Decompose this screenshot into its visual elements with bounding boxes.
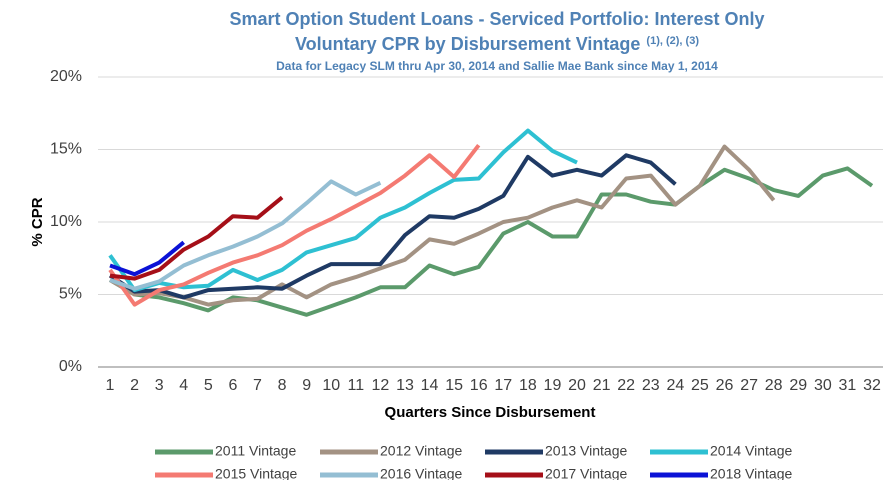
x-tick-label: 7 [253,377,262,394]
x-tick-label: 9 [302,377,311,394]
x-tick-label: 11 [348,377,365,394]
x-tick-label: 2 [130,377,139,394]
series-line [108,153,677,300]
x-tick-label: 15 [445,377,463,394]
title-line2: Voluntary CPR by Disbursement Vintage [295,34,640,54]
series-line [108,166,874,317]
y-tick-label: 5% [59,286,82,303]
x-tick-label: 17 [494,377,512,394]
x-tick-label: 30 [814,377,832,394]
series-line [109,195,284,281]
legend-label: 2012 Vintage [380,443,462,459]
x-tick-label: 16 [470,377,488,394]
x-tick-label: 32 [863,377,881,394]
title-superscript: (1), (2), (3) [646,35,699,47]
x-tick-label: 28 [765,377,783,394]
y-tick-label: 0% [59,358,82,375]
x-tick-label: 29 [789,377,807,394]
x-tick-label: 14 [421,377,439,394]
x-tick-label: 25 [691,377,709,394]
x-tick-label: 31 [839,377,857,394]
series-line [109,179,382,291]
x-tick-label: 26 [716,377,734,394]
chart-subtitle: Data for Legacy SLM thru Apr 30, 2014 an… [276,59,718,73]
legend-label: 2015 Vintage [215,466,297,480]
x-tick-label: 13 [396,377,414,394]
legend-label: 2011 Vintage [215,443,296,459]
x-tick-label: 12 [371,377,389,394]
x-tick-label: 24 [666,377,684,394]
x-tick-label: 1 [106,377,115,394]
x-tick-label: 5 [204,377,213,394]
x-tick-label: 10 [322,377,340,394]
x-tick-label: 22 [617,377,635,394]
x-axis-label: Quarters Since Disbursement [385,404,596,421]
series-line [108,128,578,293]
y-tick-label: 10% [50,213,82,230]
legend-label: 2013 Vintage [545,443,627,459]
x-tick-label: 23 [642,377,660,394]
legend-label: 2017 Vintage [545,466,627,480]
series-line [108,144,776,307]
x-tick-label: 8 [278,377,287,394]
x-tick-label: 18 [519,377,537,394]
x-tick-label: 20 [568,377,586,394]
x-tick-label: 21 [593,377,611,394]
chart-title-line2: Voluntary CPR by Disbursement Vintage (1)… [295,34,699,54]
y-axis-label: % CPR [29,197,46,246]
y-tick-label: 15% [50,141,82,158]
legend-label: 2018 Vintage [710,466,792,480]
legend-label: 2016 Vintage [380,466,462,480]
x-tick-label: 19 [544,377,562,394]
x-tick-label: 6 [228,377,237,394]
x-tick-label: 3 [155,377,164,394]
series-line [109,240,185,277]
chart-title: Smart Option Student Loans - Serviced Po… [229,9,764,29]
x-tick-label: 27 [740,377,758,394]
y-tick-label: 20% [50,68,82,85]
legend-label: 2014 Vintage [710,443,792,459]
x-tick-label: 4 [179,377,188,394]
series-line [108,143,481,307]
